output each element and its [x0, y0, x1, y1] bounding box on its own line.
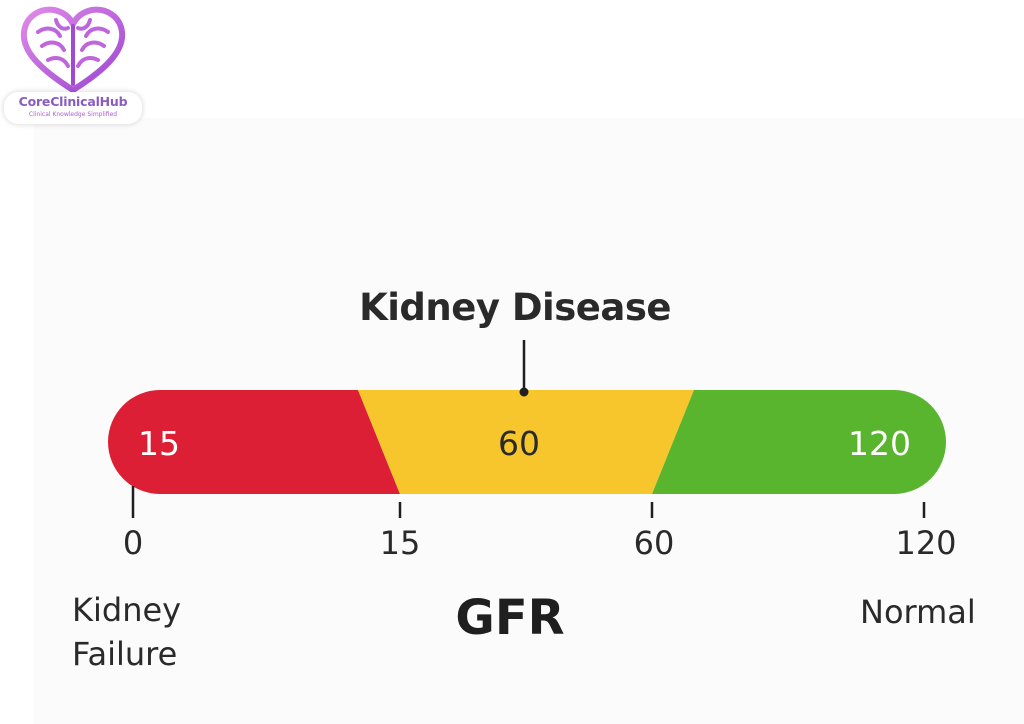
left-label-line-2: Failure [72, 635, 178, 673]
logo-badge [4, 92, 142, 124]
segment-label-failure: 15 [138, 424, 180, 463]
left-label: Kidney Failure [72, 588, 181, 676]
tick-label-0: 0 [122, 524, 144, 562]
tick-label-60: 60 [633, 524, 675, 562]
segment-label-disease: 60 [498, 424, 540, 463]
scale-title: Kidney Disease [359, 286, 671, 329]
tick-label-120: 120 [895, 524, 957, 562]
pointer-dot [519, 387, 529, 397]
left-label-line-1: Kidney [72, 591, 182, 629]
segment-disease [358, 390, 694, 494]
logo: CoreClinicalHub Clinical Knowledge Simpl… [4, 4, 142, 124]
segment-label-normal: 120 [848, 424, 911, 463]
segment-normal [652, 390, 946, 494]
gfr-bar [108, 390, 946, 494]
heart-brain-icon [20, 6, 126, 93]
right-label: Normal [860, 593, 976, 631]
segment-failure [108, 390, 400, 494]
logo-name: CoreClinicalHub [18, 94, 128, 109]
axis-label-gfr: GFR [455, 590, 565, 646]
logo-tagline: Clinical Knowledge Simplified [28, 111, 118, 118]
tick-label-15: 15 [379, 524, 421, 562]
